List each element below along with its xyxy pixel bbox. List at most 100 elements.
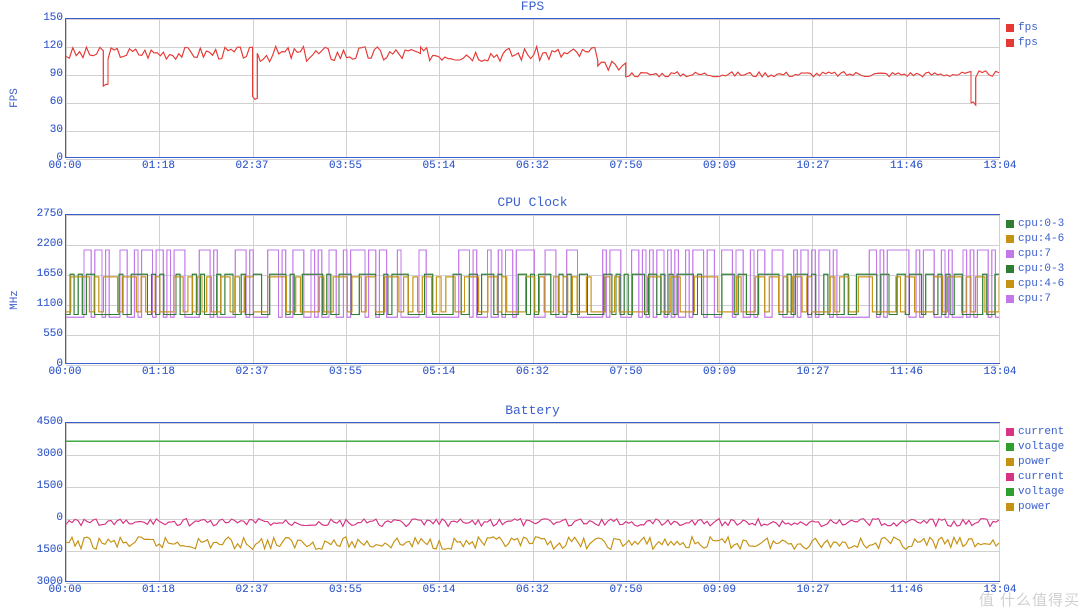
xtick-label: 11:46: [890, 366, 923, 378]
legend-item: cpu:4-6: [1006, 233, 1080, 245]
xtick-label: 09:09: [703, 160, 736, 172]
watermark-text: 值 什么值得买: [979, 589, 1080, 610]
ytick-label: 3000: [37, 448, 63, 460]
legend-item: power: [1006, 456, 1080, 468]
xtick-label: 07:50: [609, 584, 642, 596]
legend-swatch: [1006, 220, 1014, 228]
legend-item: cpu:7: [1006, 248, 1080, 260]
legend-label: cpu:0-3: [1018, 263, 1064, 275]
legend-label: current: [1018, 471, 1064, 483]
battery-title: Battery: [65, 404, 1000, 422]
xtick-label: 02:37: [235, 584, 268, 596]
xtick-label: 11:46: [890, 160, 923, 172]
fps-ylabel-col: FPS: [0, 0, 30, 196]
legend-swatch: [1006, 488, 1014, 496]
legend-swatch: [1006, 458, 1014, 466]
legend-label: fps: [1018, 22, 1038, 34]
xtick-label: 10:27: [796, 584, 829, 596]
legend-label: cpu:4-6: [1018, 278, 1064, 290]
xtick-label: 03:55: [329, 366, 362, 378]
legend-item: fps: [1006, 37, 1080, 49]
legend-label: voltage: [1018, 441, 1064, 453]
cpu-series-cpu:0-3: [66, 274, 999, 314]
legend-item: current: [1006, 426, 1080, 438]
xtick-label: 07:50: [609, 160, 642, 172]
xtick-label: 01:18: [142, 584, 175, 596]
legend-label: power: [1018, 456, 1051, 468]
battery-legend: current voltage power current voltage power: [1000, 404, 1080, 612]
legend-label: fps: [1018, 37, 1038, 49]
xtick-label: 03:55: [329, 584, 362, 596]
legend-label: cpu:0-3: [1018, 218, 1064, 230]
xtick-label: 00:00: [48, 584, 81, 596]
ytick-label: 0: [56, 512, 63, 524]
ytick-label: 1650: [37, 268, 63, 280]
ytick-label: 30: [50, 124, 63, 136]
legend-swatch: [1006, 265, 1014, 273]
cpu-svg: [66, 215, 999, 363]
cpu-xticks: 00:0001:1802:3703:5505:1406:3207:5009:09…: [65, 364, 1000, 382]
xtick-label: 07:50: [609, 366, 642, 378]
xtick-label: 05:14: [422, 366, 455, 378]
legend-swatch: [1006, 24, 1014, 32]
battery-yticks: 4500300015000150030004500300015000150030…: [30, 404, 65, 612]
ytick-label: 4500: [37, 416, 63, 428]
xtick-label: 05:14: [422, 160, 455, 172]
xtick-label: 02:37: [235, 366, 268, 378]
xtick-label: 01:18: [142, 160, 175, 172]
legend-label: cpu:7: [1018, 248, 1051, 260]
ytick-label: 1500: [37, 480, 63, 492]
legend-item: cpu:4-6: [1006, 278, 1080, 290]
legend-item: voltage: [1006, 486, 1080, 498]
fps-plot-col: FPS 00:0001:1802:3703:5505:1406:3207:500…: [65, 0, 1000, 196]
xtick-label: 13:04: [983, 366, 1016, 378]
legend-label: current: [1018, 426, 1064, 438]
fps-chart-row: FPS 03060901201500306090120150 FPS 00:00…: [0, 0, 1080, 196]
xtick-label: 09:09: [703, 366, 736, 378]
fps-ylabel: FPS: [9, 88, 21, 108]
legend-item: voltage: [1006, 441, 1080, 453]
xtick-label: 06:32: [516, 160, 549, 172]
ytick-label: 2750: [37, 208, 63, 220]
fps-title: FPS: [65, 0, 1000, 18]
xtick-label: 06:32: [516, 366, 549, 378]
fps-plot-area: [65, 18, 1000, 158]
legend-swatch: [1006, 443, 1014, 451]
legend-swatch: [1006, 39, 1014, 47]
legend-label: power: [1018, 501, 1051, 513]
fps-svg: [66, 19, 999, 157]
ytick-label: 150: [43, 12, 63, 24]
legend-swatch: [1006, 250, 1014, 258]
xtick-label: 00:00: [48, 160, 81, 172]
legend-label: voltage: [1018, 486, 1064, 498]
battery-series-current: [66, 519, 999, 527]
cpu-ylabel: MHz: [9, 290, 21, 310]
cpu-series-cpu:4-6: [66, 277, 999, 312]
xtick-label: 05:14: [422, 584, 455, 596]
xtick-label: 03:55: [329, 160, 362, 172]
fps-xticks: 00:0001:1802:3703:5505:1406:3207:5009:09…: [65, 158, 1000, 176]
ytick-label: 1500: [37, 544, 63, 556]
battery-chart-row: 4500300015000150030004500300015000150030…: [0, 404, 1080, 612]
battery-ylabel-col: [0, 404, 30, 612]
xtick-label: 13:04: [983, 160, 1016, 172]
legend-swatch: [1006, 280, 1014, 288]
legend-item: current: [1006, 471, 1080, 483]
xtick-label: 10:27: [796, 366, 829, 378]
ytick-label: 550: [43, 328, 63, 340]
battery-xticks: 00:0001:1802:3703:5505:1406:3207:5009:09…: [65, 582, 1000, 600]
cpu-chart-row: MHz 055011001650220027500550110016502200…: [0, 196, 1080, 404]
cpu-ylabel-col: MHz: [0, 196, 30, 404]
cpu-plot-area: [65, 214, 1000, 364]
legend-label: cpu:4-6: [1018, 233, 1064, 245]
ytick-label: 2200: [37, 238, 63, 250]
battery-series-power: [66, 537, 999, 550]
legend-swatch: [1006, 295, 1014, 303]
legend-swatch: [1006, 473, 1014, 481]
xtick-label: 06:32: [516, 584, 549, 596]
legend-item: power: [1006, 501, 1080, 513]
cpu-series-cpu:7: [66, 250, 999, 317]
xtick-label: 09:09: [703, 584, 736, 596]
ytick-label: 120: [43, 40, 63, 52]
cpu-plot-col: CPU Clock 00:0001:1802:3703:5505:1406:32…: [65, 196, 1000, 404]
